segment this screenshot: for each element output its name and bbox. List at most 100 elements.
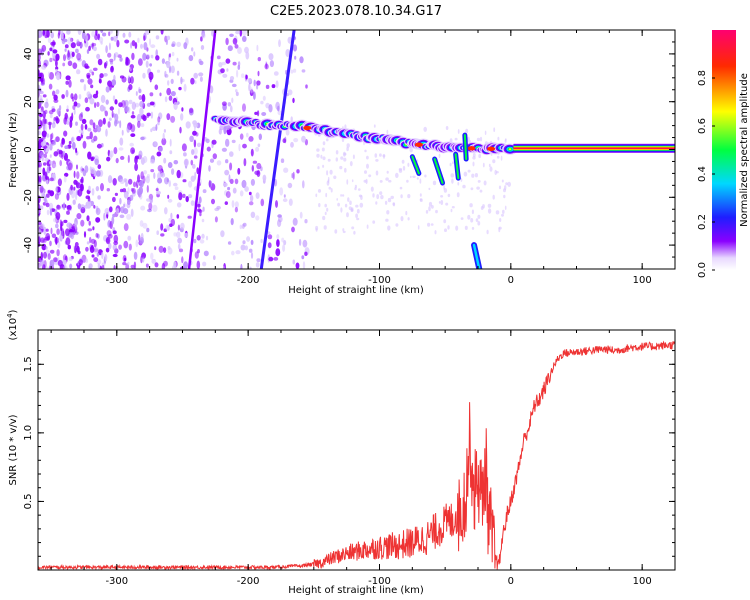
heatmap-noise-cell xyxy=(52,163,57,168)
x-tick-label: 100 xyxy=(633,576,652,587)
heatmap-noise-cell xyxy=(43,146,46,152)
heatmap-noise-cell xyxy=(273,71,279,76)
heatmap-noise-cell xyxy=(119,214,125,219)
heatmap-noise-cell xyxy=(57,178,63,187)
heatmap-noise-cell xyxy=(82,140,87,149)
heatmap-noise-cell xyxy=(443,188,448,193)
heatmap-noise-cell xyxy=(166,61,171,69)
heatmap-noise-cell xyxy=(250,211,256,218)
heatmap-noise-cell xyxy=(256,162,262,170)
heatmap-noise-cell xyxy=(89,98,95,105)
heatmap-noise-cell xyxy=(285,49,291,57)
heatmap-noise-cell xyxy=(119,57,123,62)
heatmap-noise-cell xyxy=(170,115,176,123)
heatmap-noise-cell xyxy=(201,32,206,39)
heatmap-noise-cell xyxy=(164,177,169,185)
heatmap-noise-cell xyxy=(287,89,293,96)
heatmap-noise-cell xyxy=(118,102,123,108)
heatmap-noise-cell xyxy=(43,251,47,259)
heatmap-noise-cell xyxy=(107,80,112,87)
heatmap-noise-cell xyxy=(482,204,485,209)
heatmap-noise-cell xyxy=(176,41,182,48)
heatmap-noise-cell xyxy=(262,174,267,182)
heatmap-noise-cell xyxy=(452,161,454,165)
heatmap-noise-cell xyxy=(445,202,449,206)
heatmap-noise-cell xyxy=(48,72,55,80)
heatmap-noise-cell xyxy=(283,240,287,246)
heatmap-noise-cell xyxy=(227,186,231,191)
heatmap-noise-cell xyxy=(44,123,48,132)
heatmap-noise-cell xyxy=(50,227,53,235)
heatmap-noise-cell xyxy=(127,261,130,266)
heatmap-noise-cell xyxy=(72,199,76,205)
heatmap-noise-cell xyxy=(49,160,53,165)
spectrogram-xlabel: Height of straight line (km) xyxy=(288,285,424,296)
heatmap-noise-cell xyxy=(139,100,145,108)
heatmap-noise-cell xyxy=(231,250,235,256)
heatmap-noise-cell xyxy=(380,195,384,200)
heatmap-noise-cell xyxy=(181,143,187,152)
heatmap-noise-cell xyxy=(41,174,46,182)
heatmap-noise-cell xyxy=(290,69,294,74)
heatmap-noise-cell xyxy=(385,218,389,222)
heatmap-noise-cell xyxy=(149,92,154,97)
heatmap-noise-cell xyxy=(143,170,148,175)
heatmap-noise-cell xyxy=(176,202,182,208)
heatmap-noise-cell xyxy=(366,155,369,160)
heatmap-noise-cell xyxy=(279,187,284,196)
heatmap-noise-cell xyxy=(129,142,134,147)
heatmap-noise-cell xyxy=(102,32,107,37)
heatmap-noise-cell xyxy=(254,111,258,115)
heatmap-noise-cell xyxy=(395,172,399,178)
heatmap-noise-cell xyxy=(158,146,163,152)
heatmap-noise-cell xyxy=(177,243,181,250)
heatmap-noise-cell xyxy=(492,159,496,164)
heatmap-noise-cell xyxy=(244,245,248,251)
heatmap-noise-cell xyxy=(69,37,74,42)
heatmap-noise-cell xyxy=(112,230,117,235)
heatmap-noise-cell xyxy=(476,137,481,142)
heatmap-noise-cell xyxy=(229,162,233,171)
heatmap-noise-cell xyxy=(248,201,254,206)
heatmap-noise-cell xyxy=(38,236,41,244)
heatmap-noise-cell xyxy=(407,162,410,167)
heatmap-noise-cell xyxy=(191,47,194,52)
heatmap-noise-cell xyxy=(95,217,101,223)
heatmap-noise-cell xyxy=(301,255,305,260)
heatmap-noise-cell xyxy=(322,141,326,146)
heatmap-noise-cell xyxy=(247,78,252,83)
colorbar-label: Normalized spectral amplitude xyxy=(739,73,750,227)
heatmap-noise-cell xyxy=(276,239,280,248)
heatmap-noise-cell xyxy=(64,145,69,149)
heatmap-noise-cell xyxy=(343,152,347,156)
heatmap-noise-cell xyxy=(351,179,354,183)
heatmap-noise-cell xyxy=(317,166,320,170)
heatmap-noise-cell xyxy=(301,69,306,73)
heatmap-noise-cell xyxy=(160,172,166,178)
heatmap-noise-cell xyxy=(241,30,247,36)
heatmap-noise-cell xyxy=(248,136,254,142)
heatmap-noise-cell xyxy=(261,112,267,116)
heatmap-noise-cell xyxy=(39,205,44,210)
heatmap-noise-cell xyxy=(45,193,50,198)
heatmap-noise-cell xyxy=(73,108,76,115)
heatmap-noise-cell xyxy=(86,49,90,54)
heatmap-noise-cell xyxy=(392,202,395,206)
heatmap-noise-cell xyxy=(89,236,92,244)
heatmap-noise-cell xyxy=(256,258,261,263)
heatmap-noise-cell xyxy=(80,123,84,131)
heatmap-noise-cell xyxy=(78,113,83,122)
heatmap-noise-cell xyxy=(150,169,155,173)
heatmap-noise-cell xyxy=(238,143,241,152)
heatmap-noise-cell xyxy=(196,235,201,241)
heatmap-noise-cell xyxy=(193,72,198,79)
heatmap-noise-cell xyxy=(177,224,180,231)
heatmap-noise-cell xyxy=(140,136,145,141)
heatmap-noise-cell xyxy=(470,218,474,223)
heatmap-noise-cell xyxy=(379,153,382,157)
heatmap-noise-cell xyxy=(493,127,496,132)
heatmap-noise-cell xyxy=(253,79,256,87)
heatmap-noise-cell xyxy=(140,123,145,128)
heatmap-noise-cell xyxy=(477,214,481,219)
